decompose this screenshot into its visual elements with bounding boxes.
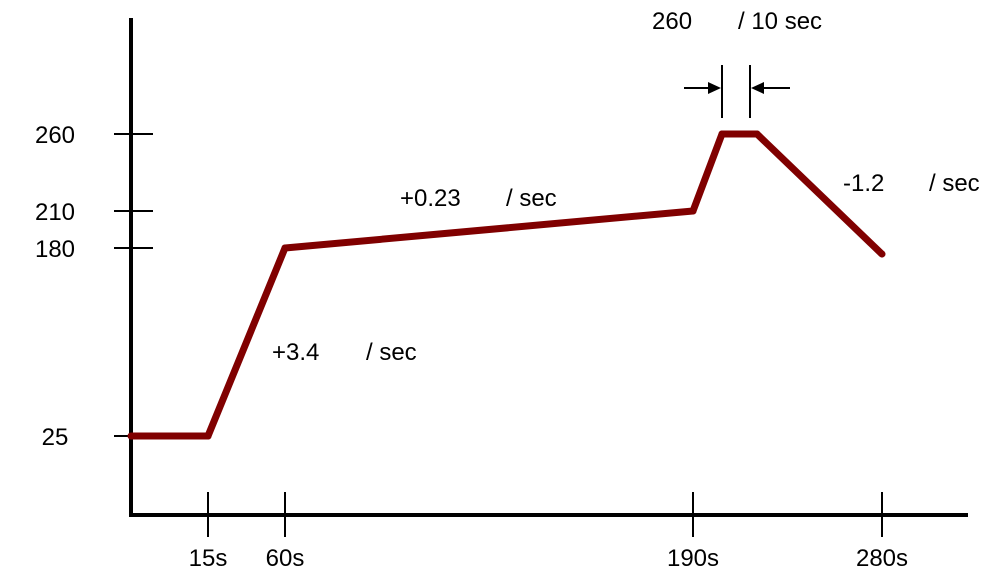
series-point — [878, 250, 886, 258]
y-tick-label: 180 — [35, 236, 75, 263]
soak-rate-unit: / sec — [506, 185, 557, 212]
series-point — [718, 130, 726, 138]
series-point — [753, 130, 761, 138]
ramp1-rate-unit: / sec — [366, 339, 417, 366]
series-point — [204, 432, 212, 440]
peak-duration: / 10 sec — [738, 8, 822, 35]
y-tick-label: 260 — [35, 122, 75, 149]
series-point — [689, 207, 697, 215]
x-tick-label: 280s — [856, 545, 908, 572]
dwell-dimension-marker — [684, 65, 790, 118]
x-tick-label: 15s — [189, 545, 228, 572]
soak-rate-value: +0.23 — [400, 185, 461, 212]
dimension-right-arrowhead — [751, 82, 764, 94]
dimension-left-arrowhead — [708, 82, 721, 94]
series-point — [127, 432, 135, 440]
y-tick-label: 210 — [35, 199, 75, 226]
x-tick-label: 60s — [266, 545, 305, 572]
x-tick-label: 190s — [667, 545, 719, 572]
ramp1-rate-value: +3.4 — [272, 339, 319, 366]
cooling-rate-value: -1.2 — [843, 170, 884, 197]
series-line — [131, 130, 885, 440]
series-point — [281, 244, 289, 252]
y-tick-label: 25 — [42, 424, 69, 451]
peak-value: 260 — [652, 8, 692, 35]
cooling-rate-unit: / sec — [929, 170, 980, 197]
